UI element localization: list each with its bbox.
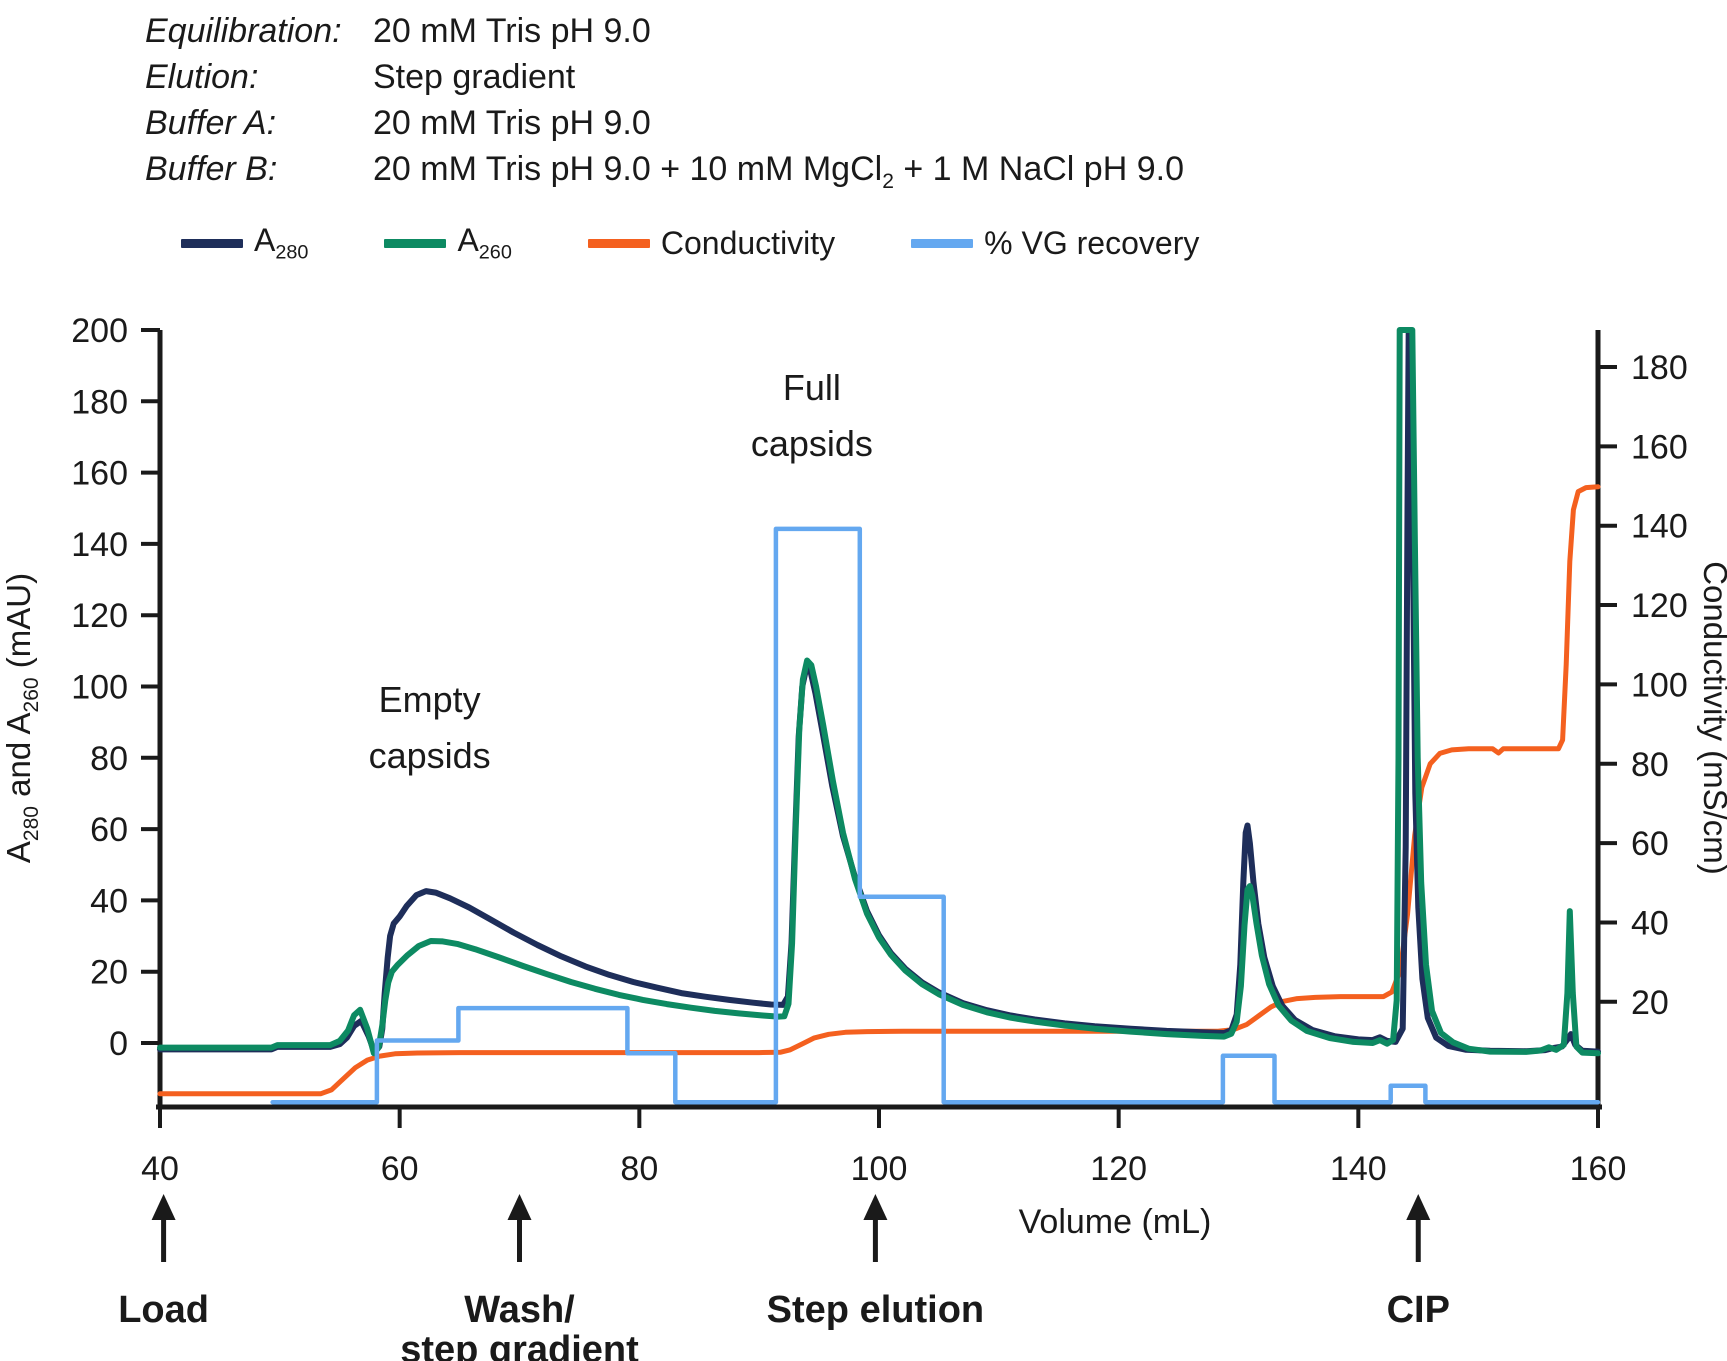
left-axis-tick-label: 180 bbox=[71, 383, 128, 421]
x-axis-tick-label: 100 bbox=[851, 1150, 908, 1188]
right-axis-tick-label: 180 bbox=[1631, 349, 1688, 387]
legend-item-vg-recovery: % VG recovery bbox=[911, 225, 1199, 262]
condition-value: Step gradient bbox=[373, 58, 576, 96]
step-elution-label: Step elution bbox=[767, 1289, 984, 1331]
conductivity-line-swatch bbox=[587, 238, 650, 248]
left-axis-tick-label: 80 bbox=[90, 740, 128, 778]
x-axis-tick-label: 60 bbox=[381, 1150, 419, 1188]
right-axis-tick-label: 20 bbox=[1631, 984, 1669, 1022]
left-axis-tick-label: 20 bbox=[90, 954, 128, 992]
condition-label: Equilibration: bbox=[145, 12, 342, 50]
legend-label-conductivity: Conductivity bbox=[660, 224, 836, 261]
a280-curve bbox=[157, 327, 1601, 1056]
right-axis-tick-label: 80 bbox=[1631, 746, 1669, 784]
right-axis-tick-label: 120 bbox=[1631, 587, 1688, 625]
load-label: Load bbox=[118, 1289, 209, 1331]
right-axis-title: Conductivity (mS/cm) bbox=[1697, 561, 1727, 875]
condition-value: 20 mM Tris pH 9.0 bbox=[373, 12, 651, 50]
condition-label: Elution: bbox=[145, 58, 259, 96]
right-axis-tick-label: 160 bbox=[1631, 428, 1688, 466]
x-axis-tick-label: 80 bbox=[620, 1150, 658, 1188]
right-axis-tick-label: 100 bbox=[1631, 666, 1688, 704]
legend: A280 A260 Conductivity % VG recovery bbox=[181, 222, 1275, 264]
condition-label: Buffer A: bbox=[145, 104, 277, 142]
condition-row-equilibration: Equilibration: 20 mM Tris pH 9.0 bbox=[145, 8, 1184, 54]
legend-item-conductivity: Conductivity bbox=[587, 224, 836, 262]
cip-label: CIP bbox=[1387, 1289, 1450, 1331]
wash-step-gradient-label: step gradient bbox=[400, 1329, 639, 1361]
legend-label-vg-recovery: % VG recovery bbox=[984, 224, 1200, 261]
condition-value: 20 mM Tris pH 9.0 bbox=[373, 104, 651, 142]
run-conditions: Equilibration: 20 mM Tris pH 9.0 Elution… bbox=[145, 8, 1184, 205]
empty-capsids-label: capsids bbox=[369, 735, 491, 776]
wash-step-gradient-arrow-head bbox=[507, 1194, 532, 1220]
cip-arrow-head bbox=[1406, 1194, 1431, 1220]
left-axis-tick-label: 100 bbox=[71, 669, 128, 707]
a260-curve bbox=[157, 327, 1601, 1057]
condition-row-buffer-a: Buffer A: 20 mM Tris pH 9.0 bbox=[145, 100, 1184, 146]
x-axis-tick-label: 40 bbox=[141, 1150, 179, 1188]
x-axis-title: Volume (mL) bbox=[1019, 1203, 1212, 1241]
full-capsids-label: capsids bbox=[751, 423, 873, 464]
a260-line-swatch bbox=[384, 238, 447, 248]
wash-step-gradient-label: Wash/ bbox=[464, 1289, 575, 1331]
condition-row-elution: Elution: Step gradient bbox=[145, 54, 1184, 100]
legend-label-a260: A260 bbox=[457, 222, 512, 264]
left-axis-title: A280 and A260 (mAU) bbox=[0, 573, 43, 863]
x-axis-tick-label: 160 bbox=[1570, 1150, 1627, 1188]
condition-label: Buffer B: bbox=[145, 150, 278, 188]
vg-recovery-line-swatch bbox=[911, 238, 974, 248]
vg_recovery-curve bbox=[270, 526, 1601, 1105]
a280-line-swatch bbox=[181, 238, 243, 248]
legend-item-a260: A260 bbox=[384, 222, 512, 264]
load-arrow-head bbox=[151, 1194, 176, 1220]
left-axis-tick-label: 60 bbox=[90, 811, 128, 849]
legend-label-a280: A280 bbox=[254, 222, 309, 264]
right-axis-tick-label: 60 bbox=[1631, 825, 1669, 863]
conductivity-curve bbox=[157, 484, 1601, 1097]
step-elution-arrow-head bbox=[863, 1194, 888, 1220]
empty-capsids-label: Empty bbox=[379, 679, 481, 720]
condition-value: 20 mM Tris pH 9.0 + 10 mM MgCl2 + 1 M Na… bbox=[373, 150, 1184, 193]
left-axis-tick-label: 200 bbox=[71, 312, 128, 350]
x-axis-tick-label: 140 bbox=[1330, 1150, 1387, 1188]
x-axis-tick-label: 120 bbox=[1090, 1150, 1147, 1188]
condition-row-buffer-b: Buffer B: 20 mM Tris pH 9.0 + 10 mM MgCl… bbox=[145, 146, 1184, 205]
legend-item-a280: A280 bbox=[181, 222, 308, 264]
right-axis-tick-label: 40 bbox=[1631, 904, 1669, 942]
left-axis-tick-label: 40 bbox=[90, 882, 128, 920]
left-axis-tick-label: 120 bbox=[71, 597, 128, 635]
left-axis-tick-label: 160 bbox=[71, 455, 128, 493]
left-axis-tick-label: 0 bbox=[109, 1025, 128, 1063]
left-axis-tick-label: 140 bbox=[71, 526, 128, 564]
full-capsids-label: Full bbox=[783, 367, 841, 408]
right-axis-tick-label: 140 bbox=[1631, 508, 1688, 546]
